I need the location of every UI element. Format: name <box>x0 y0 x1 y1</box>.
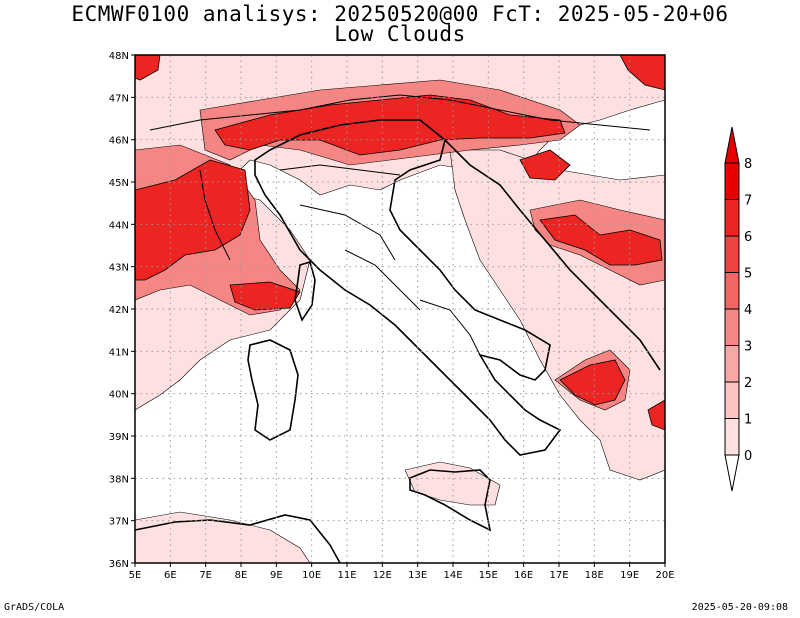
lat-tick-label: 41N <box>109 347 129 358</box>
footer-credit: GrADS/COLA <box>4 602 65 613</box>
corsica-outline <box>294 260 316 322</box>
lat-tick-label: 44N <box>109 220 129 231</box>
colorbar-segment <box>724 418 740 456</box>
figure-subtitle: Low Clouds <box>334 22 466 46</box>
lon-tick-label: 20E <box>655 570 674 581</box>
lat-tick-label: 36N <box>109 559 129 570</box>
lat-tick-label: 45N <box>109 178 129 189</box>
lat-tick-label: 42N <box>109 305 129 316</box>
colorbar-segment <box>724 235 740 273</box>
cloud-area-south-west <box>135 511 311 563</box>
colorbar-upper-extension <box>724 126 740 164</box>
latitude-axis: 36N 37N 38N 39N 40N 41N 42N 43N 44N 45N 46N 47N 48N <box>109 51 135 570</box>
sicily-outline <box>409 469 492 532</box>
lon-tick-label: 16E <box>514 570 533 581</box>
cloud-core-ligurian <box>229 281 301 311</box>
lon-tick-label: 5E <box>129 570 142 581</box>
africa-coast <box>134 514 341 564</box>
colorbar-segment <box>724 345 740 383</box>
colorbar-level-label: 1 <box>744 413 752 428</box>
cloud-core-northwest-corner <box>135 55 161 81</box>
lon-tick-label: 9E <box>270 570 283 581</box>
lon-tick-label: 13E <box>408 570 427 581</box>
cloud-core-northeast-corner <box>619 55 665 91</box>
colorbar-level-label: 2 <box>744 376 752 391</box>
colorbar-lower-extension <box>724 454 740 492</box>
lat-tick-label: 47N <box>109 93 129 104</box>
lon-tick-label: 10E <box>302 570 321 581</box>
sardinia-outline <box>247 339 299 441</box>
footer-timestamp: 2025-05-20-09:08 <box>691 602 788 613</box>
figure-title: ECMWF0100 analisys: 20250520@00 FcT: 202… <box>71 2 729 26</box>
cloud-core-balkans <box>539 214 663 266</box>
colorbar-level-label: 7 <box>744 194 752 209</box>
colorbar-segment <box>724 162 740 200</box>
lat-tick-label: 40N <box>109 390 129 401</box>
lat-tick-label: 48N <box>109 51 129 62</box>
graticule <box>135 55 665 563</box>
lon-tick-label: 15E <box>479 570 498 581</box>
cloud-core-south-edge <box>647 399 665 431</box>
cloud-core-balkans-north <box>519 149 571 181</box>
colorbar-level-label: 0 <box>744 449 752 464</box>
lon-tick-label: 6E <box>164 570 177 581</box>
lon-tick-label: 18E <box>585 570 604 581</box>
lon-tick-label: 19E <box>620 570 639 581</box>
lat-tick-label: 37N <box>109 517 129 528</box>
lat-tick-label: 46N <box>109 136 129 147</box>
admin-borders <box>149 94 651 356</box>
colorbar-level-label: 8 <box>744 157 752 172</box>
colorbar-level-label: 4 <box>744 303 752 318</box>
colorbar: 0 1 2 3 4 5 6 7 8 <box>724 126 752 492</box>
lat-tick-label: 38N <box>109 474 129 485</box>
longitude-axis: 5E 6E 7E 8E 9E 10E 11E 12E 13E 14E 15E 16E 17E 18E 19E… <box>129 563 675 581</box>
lon-tick-label: 11E <box>337 570 356 581</box>
colorbar-level-label: 3 <box>744 340 752 355</box>
lon-tick-label: 17E <box>549 570 568 581</box>
colorbar-segment <box>724 381 740 419</box>
lon-tick-label: 8E <box>235 570 248 581</box>
lon-tick-label: 12E <box>373 570 392 581</box>
colorbar-segment <box>724 199 740 237</box>
colorbar-segment <box>724 272 740 310</box>
colorbar-level-label: 6 <box>744 230 752 245</box>
lon-tick-label: 14E <box>443 570 462 581</box>
colorbar-segment <box>724 308 740 346</box>
colorbar-level-label: 5 <box>744 267 752 282</box>
lon-tick-label: 7E <box>199 570 212 581</box>
lat-tick-label: 43N <box>109 263 129 274</box>
lat-tick-label: 39N <box>109 432 129 443</box>
cloud-core-west <box>135 159 251 281</box>
